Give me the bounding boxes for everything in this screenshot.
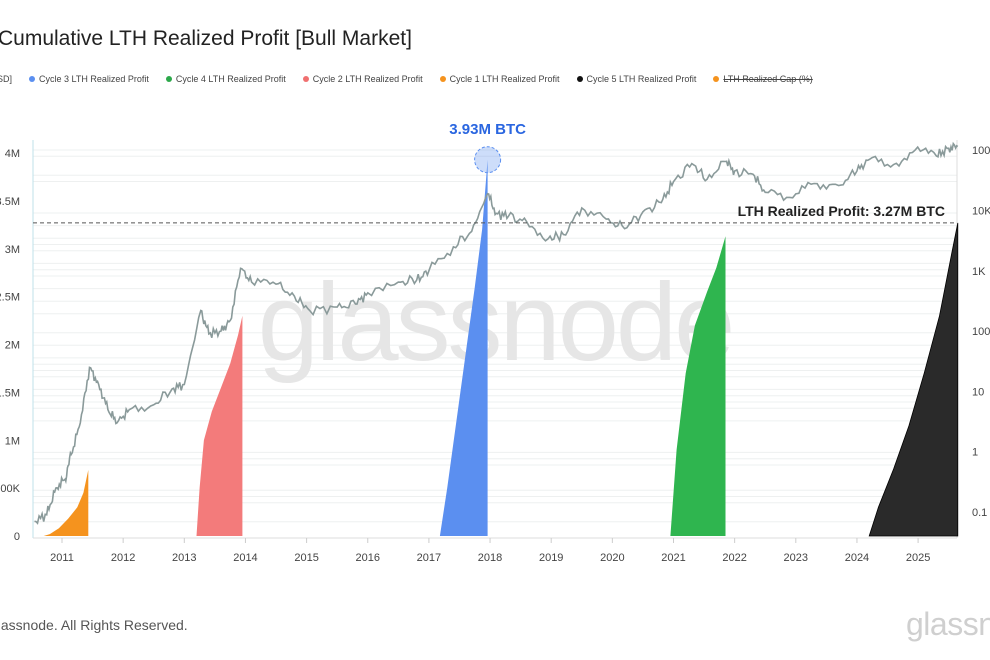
y-left-tick-label: 2M [5,340,20,352]
y-left-tick-label: 500K [0,483,21,495]
cycle-area-2 [197,316,243,536]
y-right-tick-label: 10 [972,386,984,398]
peak-label: 3.93M BTC [449,121,526,138]
y-left-tick-label: 3.5M [0,196,20,208]
x-tick-label: 2017 [417,552,441,564]
x-tick-label: 2014 [233,552,257,564]
x-tick-label: 2024 [845,552,869,564]
y-right-tick-label: 10K [972,206,990,218]
x-tick-label: 2016 [356,552,380,564]
chart-svg: glassnode LTH Realized Profit: 3.27M BTC 3… [0,0,990,600]
y-left-tick-label: 0 [14,531,20,543]
x-tick-label: 2015 [294,552,318,564]
y-left-tick-label: 3M [5,244,20,256]
x-tick-label: 2025 [906,552,930,564]
y-right-tick-label: 1K [972,266,986,278]
y-right-tick-label: 100 [972,326,990,338]
y-right-tick-label: 1 [972,447,978,459]
x-tick-label: 2019 [539,552,563,564]
x-tick-label: 2011 [50,552,74,564]
x-tick-label: 2013 [172,552,196,564]
peak-marker [475,147,501,173]
y-right-tick-label: 0.1 [972,507,987,519]
x-tick-label: 2020 [600,552,624,564]
y-left-tick-label: 2.5M [0,292,20,304]
y-left-tick-label: 1.5M [0,387,20,399]
glassnode-logo: glassn [906,606,990,643]
x-tick-label: 2021 [661,552,685,564]
x-tick-label: 2018 [478,552,502,564]
x-tick-label: 2022 [722,552,746,564]
copyright-text: glassnode. All Rights Reserved. [0,617,188,633]
x-tick-label: 2023 [784,552,808,564]
y-right-tick-label: 100K [972,145,990,157]
watermark: glassnode [258,261,733,384]
y-left-tick-label: 1M [5,435,20,447]
x-tick-label: 2012 [111,552,135,564]
profit-reference-label: LTH Realized Profit: 3.27M BTC [738,203,945,219]
y-left-tick-label: 4M [5,148,20,160]
